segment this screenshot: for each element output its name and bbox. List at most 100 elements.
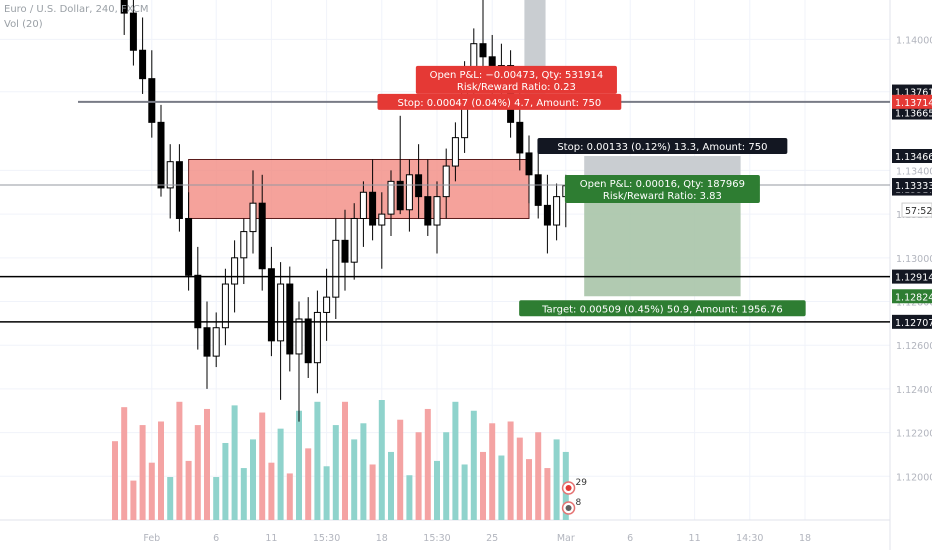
- candle-body: [359, 191, 367, 219]
- volume-bar: [378, 400, 385, 520]
- countdown-box: [901, 202, 932, 218]
- price-label-box: [892, 105, 932, 120]
- time-tick-label: Mar: [557, 533, 575, 544]
- event-count: 29: [576, 478, 588, 488]
- volume-bar: [204, 408, 210, 520]
- volume-bar: [480, 451, 486, 520]
- event-dot-icon: [565, 485, 572, 491]
- long-pnl-label: Risk/Reward Ratio: 3.83: [603, 191, 722, 202]
- volume-bar: [314, 401, 321, 520]
- volume-bar: [167, 477, 174, 520]
- candle-body: [433, 196, 441, 226]
- volume-legend: Vol (20): [4, 19, 43, 30]
- long-stop-label: Stop: 0.00133 (0.12%) 13.3, Amount: 750: [557, 142, 767, 153]
- volume-bar: [286, 473, 293, 520]
- time-tick-label: 14:30: [736, 533, 763, 544]
- candle-body: [479, 43, 487, 58]
- volume-bar: [397, 419, 404, 520]
- short-pnl-label: Open P&L: −0.00473, Qty: 531914: [430, 70, 604, 81]
- candle-body: [415, 174, 423, 198]
- volume-bar: [158, 421, 164, 520]
- candle-body: [203, 327, 211, 357]
- long-profit-zone[interactable]: [584, 185, 741, 297]
- time-tick-label: 11: [265, 533, 277, 544]
- candle-body: [543, 204, 551, 226]
- short-pnl-label: Risk/Reward Ratio: 0.23: [457, 82, 576, 93]
- candle-body: [221, 283, 229, 329]
- event-count: 8: [576, 498, 582, 508]
- candle-body: [231, 257, 239, 285]
- candle-body: [240, 231, 248, 259]
- candle-body: [442, 165, 450, 198]
- volume-bar: [452, 401, 459, 520]
- line-price-label: 1.13714: [895, 98, 932, 109]
- volume-bar: [360, 423, 367, 520]
- price-tick-label: 1.12600: [896, 341, 932, 352]
- candle-body: [286, 283, 294, 355]
- candle-body: [378, 213, 386, 226]
- position-tools[interactable]: Open P&L: −0.00473, Qty: 531914Risk/Rewa…: [377, 65, 806, 317]
- volume-bar: [516, 437, 523, 520]
- volume-bar: [535, 432, 542, 520]
- candle-body: [212, 327, 220, 357]
- candle-body: [129, 12, 137, 51]
- price-tick-label: 1.12000: [896, 472, 932, 483]
- candle-body: [139, 49, 147, 80]
- volume-bar: [268, 462, 275, 520]
- volume-bar: [332, 425, 339, 520]
- short-stop-label-box[interactable]: [377, 93, 622, 110]
- rectangle-zone[interactable]: [188, 158, 530, 219]
- price-label-box: [892, 149, 932, 163]
- volume-bar: [544, 468, 551, 520]
- long-stop-label-box[interactable]: [537, 138, 788, 154]
- time-tick-label: 15:30: [423, 533, 450, 544]
- candle-body: [277, 283, 285, 342]
- candle-body: [553, 196, 561, 226]
- long-target-label-box[interactable]: [519, 300, 806, 317]
- volume-bar: [305, 448, 312, 520]
- volume-bar: [112, 441, 118, 520]
- candle-body: [267, 268, 275, 342]
- candle-body: [120, 0, 128, 14]
- price-tick-label: 1.13400: [896, 166, 932, 177]
- volume-bars: [112, 400, 569, 520]
- line-price-label-box: [892, 269, 932, 284]
- volume-bar: [139, 425, 146, 520]
- volume-bar: [498, 455, 505, 520]
- candle-body: [175, 161, 183, 219]
- candle-body: [194, 274, 202, 329]
- candle-body: [369, 191, 377, 226]
- event-markers[interactable]: 29 8: [561, 478, 588, 515]
- volume-bar: [424, 408, 431, 520]
- symbol-title: Euro / U.S. Dollar, 240, FXCM: [4, 4, 149, 15]
- volume-bar: [176, 401, 183, 520]
- candle-body: [405, 174, 413, 211]
- line-price-label: 1.12707: [895, 318, 932, 329]
- short-pnl-label-box[interactable]: [415, 65, 617, 94]
- candle-body: [424, 196, 432, 226]
- candle-body: [396, 180, 404, 211]
- long-pnl-label-box[interactable]: [564, 175, 760, 204]
- time-tick-label: 18: [376, 533, 388, 544]
- bar-countdown: 57:52: [905, 206, 932, 217]
- volume-bar: [213, 477, 220, 520]
- candle-body: [157, 121, 165, 189]
- last-price-label: 1.13333: [895, 181, 932, 192]
- candle-body: [350, 217, 358, 263]
- volume-bar: [130, 480, 137, 520]
- long-pnl-label: Open P&L: 0.00016, Qty: 187969: [580, 179, 745, 190]
- last-price-label-box: [892, 178, 932, 193]
- price-axis[interactable]: 1.140001.134001.132001.130001.128001.126…: [891, 0, 932, 550]
- candle-body: [387, 180, 395, 215]
- volume-bar: [250, 439, 256, 520]
- volume-bar: [277, 428, 284, 520]
- price-tick-label: 1.14000: [896, 35, 932, 46]
- price-label: 1.13466: [895, 152, 932, 163]
- time-axis[interactable]: Feb 6 11 15:30 18 15:30 25 Mar 6 11 14:30 18: [143, 533, 811, 544]
- candle-body: [323, 296, 331, 313]
- line-price-label-box: [892, 94, 932, 109]
- volume-bar: [415, 432, 422, 520]
- volume-bar: [222, 442, 229, 520]
- volume-bar: [185, 460, 192, 520]
